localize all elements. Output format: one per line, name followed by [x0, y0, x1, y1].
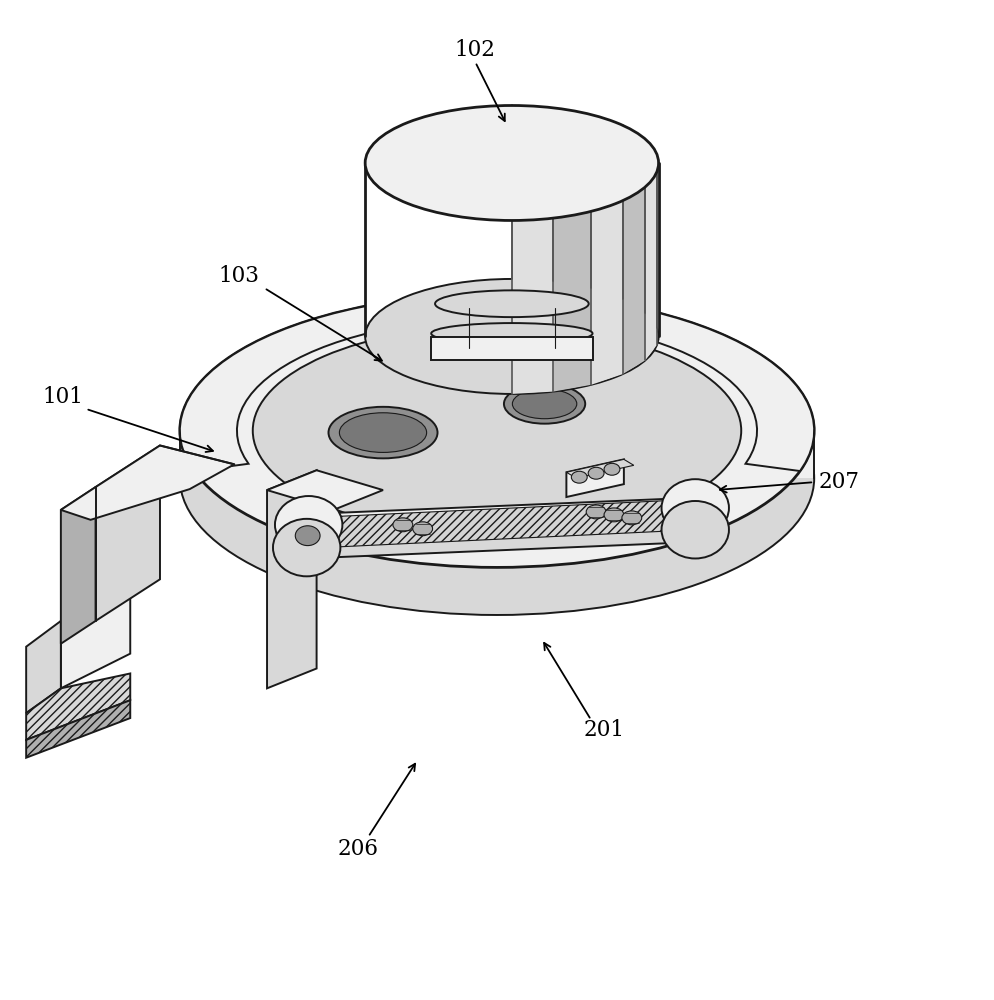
- Text: 201: 201: [583, 719, 624, 741]
- Polygon shape: [591, 201, 622, 385]
- Polygon shape: [645, 139, 657, 328]
- Ellipse shape: [295, 526, 320, 546]
- Ellipse shape: [339, 413, 426, 452]
- Ellipse shape: [588, 467, 604, 479]
- Polygon shape: [554, 108, 591, 288]
- Ellipse shape: [431, 323, 592, 344]
- Polygon shape: [282, 522, 705, 559]
- Polygon shape: [567, 459, 624, 497]
- Text: 103: 103: [219, 265, 259, 287]
- Ellipse shape: [365, 279, 659, 394]
- Polygon shape: [61, 445, 235, 520]
- Polygon shape: [591, 115, 622, 299]
- Polygon shape: [512, 105, 554, 281]
- Polygon shape: [180, 431, 814, 478]
- Polygon shape: [284, 497, 710, 540]
- Ellipse shape: [275, 496, 342, 554]
- Polygon shape: [267, 470, 383, 510]
- Ellipse shape: [180, 341, 814, 615]
- Polygon shape: [26, 673, 130, 740]
- Polygon shape: [645, 171, 657, 360]
- Polygon shape: [365, 163, 659, 336]
- Ellipse shape: [512, 389, 577, 419]
- Text: 102: 102: [454, 39, 496, 61]
- Ellipse shape: [622, 511, 642, 525]
- Polygon shape: [622, 187, 645, 374]
- Polygon shape: [567, 459, 634, 478]
- Ellipse shape: [180, 294, 814, 567]
- Ellipse shape: [586, 505, 606, 519]
- Polygon shape: [61, 586, 130, 688]
- Polygon shape: [431, 337, 592, 360]
- Polygon shape: [323, 499, 700, 548]
- Ellipse shape: [604, 463, 620, 475]
- Ellipse shape: [572, 471, 587, 483]
- Polygon shape: [622, 125, 645, 313]
- Ellipse shape: [252, 325, 742, 536]
- Polygon shape: [26, 621, 61, 713]
- Polygon shape: [180, 294, 814, 471]
- Polygon shape: [267, 470, 317, 688]
- Ellipse shape: [504, 384, 585, 424]
- Ellipse shape: [365, 105, 659, 220]
- Polygon shape: [512, 218, 554, 394]
- Polygon shape: [95, 445, 160, 621]
- Ellipse shape: [435, 290, 588, 317]
- Text: 207: 207: [818, 471, 860, 493]
- Polygon shape: [61, 487, 95, 644]
- Ellipse shape: [662, 479, 729, 537]
- Polygon shape: [439, 331, 584, 348]
- Ellipse shape: [604, 508, 624, 522]
- Ellipse shape: [328, 407, 437, 458]
- Ellipse shape: [393, 518, 413, 532]
- Polygon shape: [554, 211, 591, 392]
- Ellipse shape: [413, 522, 432, 536]
- Ellipse shape: [662, 501, 729, 558]
- Polygon shape: [26, 700, 130, 758]
- Text: 206: 206: [338, 838, 379, 860]
- Text: 101: 101: [43, 386, 83, 408]
- Ellipse shape: [273, 519, 340, 576]
